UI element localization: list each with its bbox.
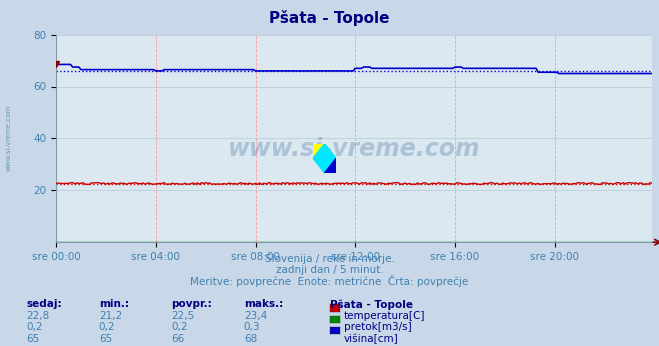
Text: 65: 65 [26,334,40,344]
Text: 22,5: 22,5 [171,311,194,321]
Text: 66: 66 [171,334,185,344]
Polygon shape [313,144,336,173]
Text: 65: 65 [99,334,112,344]
Text: www.si-vreme.com: www.si-vreme.com [5,105,11,172]
Text: 68: 68 [244,334,257,344]
Polygon shape [313,144,325,158]
Text: povpr.:: povpr.: [171,299,212,309]
Text: 23,4: 23,4 [244,311,267,321]
Text: temperatura[C]: temperatura[C] [344,311,426,321]
Text: www.si-vreme.com: www.si-vreme.com [228,137,480,161]
Text: 0,2: 0,2 [26,322,43,333]
Text: Meritve: povprečne  Enote: metrične  Črta: povprečje: Meritve: povprečne Enote: metrične Črta:… [190,275,469,287]
Polygon shape [325,158,336,173]
Text: Pšata - Topole: Pšata - Topole [270,10,389,26]
Text: 0,2: 0,2 [99,322,115,333]
Text: 0,3: 0,3 [244,322,260,333]
Text: sedaj:: sedaj: [26,299,62,309]
Text: višina[cm]: višina[cm] [344,334,399,344]
Text: zadnji dan / 5 minut.: zadnji dan / 5 minut. [275,265,384,275]
Text: min.:: min.: [99,299,129,309]
Text: Pšata - Topole: Pšata - Topole [330,299,413,310]
Text: 21,2: 21,2 [99,311,122,321]
Text: maks.:: maks.: [244,299,283,309]
Text: 0,2: 0,2 [171,322,188,333]
Text: pretok[m3/s]: pretok[m3/s] [344,322,412,333]
Text: 22,8: 22,8 [26,311,49,321]
Text: Slovenija / reke in morje.: Slovenija / reke in morje. [264,254,395,264]
